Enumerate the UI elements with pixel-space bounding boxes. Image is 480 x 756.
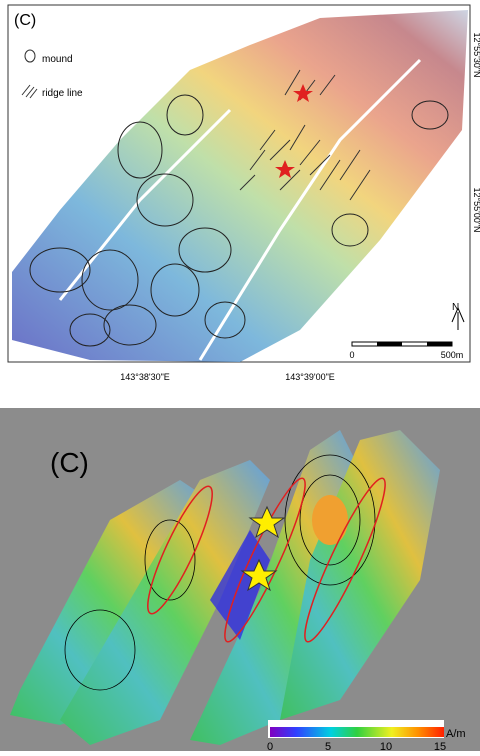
figure: (C) mound ridge line N 0 500m 143°38'30"…	[0, 0, 480, 751]
legend-label: mound	[42, 54, 73, 65]
scale-label: 0	[349, 350, 354, 360]
panel-label: (C)	[50, 447, 89, 478]
scale-bar	[377, 342, 402, 346]
colorbar-tick: 5	[325, 741, 331, 751]
colorbar-tick: 0	[267, 741, 273, 751]
scale-bar	[427, 342, 452, 346]
top-map: (C) mound ridge line N 0 500m 143°38'30"…	[8, 5, 480, 382]
y-coord: 12°55'00"N	[472, 187, 480, 232]
scale-label: 500m	[441, 350, 464, 360]
colorbar	[270, 727, 444, 737]
panel-label: (C)	[14, 12, 36, 29]
bottom-map: (C) A/m 0 5 10 15	[0, 408, 480, 751]
x-coord: 143°39'00"E	[285, 372, 335, 382]
colorbar-unit: A/m	[446, 728, 466, 740]
colorbar-tick: 10	[380, 741, 392, 751]
high-anomaly	[312, 495, 348, 545]
y-coord: 12°55'30"N	[472, 32, 480, 77]
legend-label: ridge line	[42, 88, 83, 99]
north-label: N	[452, 302, 459, 313]
x-coord: 143°38'30"E	[120, 372, 170, 382]
colorbar-tick: 15	[434, 741, 446, 751]
